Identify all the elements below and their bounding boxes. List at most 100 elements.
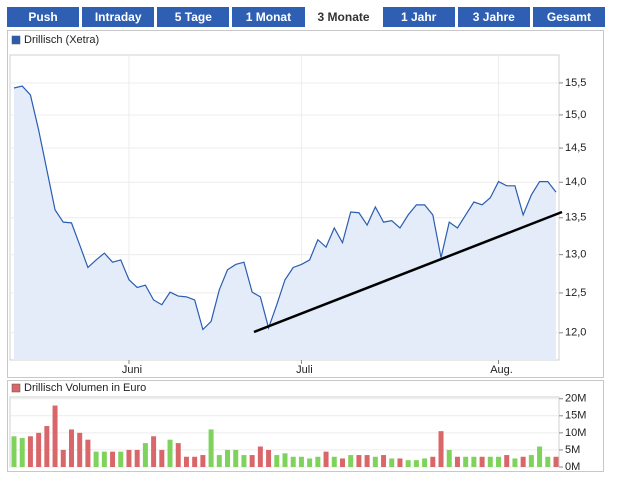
bar bbox=[372, 456, 378, 467]
bar bbox=[422, 458, 428, 467]
bar bbox=[118, 451, 124, 467]
bar bbox=[225, 449, 231, 467]
bar bbox=[11, 436, 17, 467]
bar bbox=[307, 458, 313, 467]
tab[interactable]: Intraday bbox=[82, 7, 155, 27]
bar bbox=[134, 449, 140, 467]
y-tick-label: 15M bbox=[565, 410, 586, 422]
bar bbox=[216, 455, 222, 467]
y-tick-label: 15,5 bbox=[565, 77, 586, 89]
bar bbox=[356, 455, 362, 467]
tab[interactable]: 1 Jahr bbox=[382, 7, 455, 27]
bar bbox=[52, 405, 58, 467]
bar bbox=[413, 460, 419, 467]
bar bbox=[274, 455, 280, 467]
bar bbox=[36, 432, 42, 467]
y-tick-label: 13,0 bbox=[565, 249, 586, 261]
bar bbox=[77, 432, 83, 467]
bar bbox=[93, 451, 99, 467]
tab[interactable]: 5 Tage bbox=[157, 7, 230, 27]
bar bbox=[389, 458, 395, 467]
tab[interactable]: 3 Jahre bbox=[457, 7, 530, 27]
marks: Drillisch (Xetra) 12,0 12,5 13,0 13,5 14,0 14,… bbox=[9, 34, 586, 473]
bar bbox=[520, 456, 526, 467]
bar bbox=[101, 451, 107, 467]
tab[interactable]: 1 Monat bbox=[232, 7, 305, 27]
legend-swatch bbox=[11, 35, 21, 45]
bar bbox=[282, 453, 288, 467]
line bbox=[13, 85, 557, 331]
tab[interactable]: 3 Monate bbox=[307, 7, 380, 27]
area bbox=[14, 86, 556, 360]
bar bbox=[331, 456, 337, 467]
bar bbox=[348, 455, 354, 467]
bar bbox=[126, 449, 132, 467]
bar bbox=[68, 429, 74, 467]
tab-bar: Push Intraday 5 Tage 1 Monat 3 Monate 1 Jahr 3… bbox=[7, 7, 605, 27]
bar bbox=[19, 437, 25, 467]
bar bbox=[553, 456, 559, 467]
bar bbox=[381, 455, 387, 467]
bar bbox=[266, 449, 272, 467]
y-tick-label: 15,0 bbox=[565, 109, 586, 121]
bar bbox=[487, 456, 493, 467]
bar bbox=[167, 439, 173, 467]
y-tick-label: 0M bbox=[565, 461, 580, 473]
chart-frame bbox=[7, 30, 604, 378]
bar bbox=[151, 436, 157, 467]
bar bbox=[257, 446, 263, 467]
bar bbox=[110, 451, 116, 467]
y-tick-label: 20M bbox=[565, 393, 586, 405]
bar bbox=[142, 443, 148, 467]
bar bbox=[545, 456, 551, 467]
bar bbox=[183, 456, 189, 467]
bar bbox=[397, 458, 403, 467]
bar bbox=[528, 455, 534, 467]
bar bbox=[463, 456, 469, 467]
bar bbox=[405, 460, 411, 467]
bar bbox=[85, 439, 91, 467]
legend-label: Drillisch (Xetra) bbox=[24, 34, 99, 46]
bar bbox=[27, 436, 33, 467]
bar bbox=[454, 456, 460, 467]
bar bbox=[446, 449, 452, 467]
y-tick-label: 14,5 bbox=[565, 142, 586, 154]
bar bbox=[471, 456, 477, 467]
bar bbox=[192, 456, 198, 467]
bar bbox=[339, 458, 345, 467]
bar bbox=[200, 455, 206, 467]
bar bbox=[315, 456, 321, 467]
bar bbox=[504, 455, 510, 467]
bar bbox=[290, 456, 296, 467]
x-tick-label: Aug. bbox=[490, 364, 513, 376]
bar bbox=[241, 455, 247, 467]
bar bbox=[479, 456, 485, 467]
bar bbox=[537, 446, 543, 467]
tab[interactable]: Push bbox=[7, 7, 80, 27]
trend-line bbox=[253, 210, 563, 334]
bar bbox=[496, 456, 502, 467]
bar bbox=[208, 429, 214, 467]
bar bbox=[60, 449, 66, 467]
legend-label: Drillisch Volumen in Euro bbox=[24, 382, 146, 394]
bar bbox=[233, 449, 239, 467]
bar bbox=[364, 455, 370, 467]
y-tick-label: 10M bbox=[565, 427, 586, 439]
y-tick-label: 5M bbox=[565, 444, 580, 456]
bar bbox=[249, 455, 255, 467]
x-tick-label: Juli bbox=[296, 364, 313, 376]
y-tick-label: 14,0 bbox=[565, 176, 586, 188]
bar bbox=[159, 449, 165, 467]
tab[interactable]: Gesamt bbox=[532, 7, 605, 27]
bar bbox=[512, 458, 518, 467]
x-tick-label: Juni bbox=[122, 364, 142, 376]
bar bbox=[430, 456, 436, 467]
bar bbox=[175, 443, 181, 467]
bar bbox=[298, 456, 304, 467]
volume-frame bbox=[7, 380, 604, 472]
y-tick-label: 12,0 bbox=[565, 327, 586, 339]
y-tick-label: 13,5 bbox=[565, 212, 586, 224]
bar bbox=[323, 451, 329, 467]
